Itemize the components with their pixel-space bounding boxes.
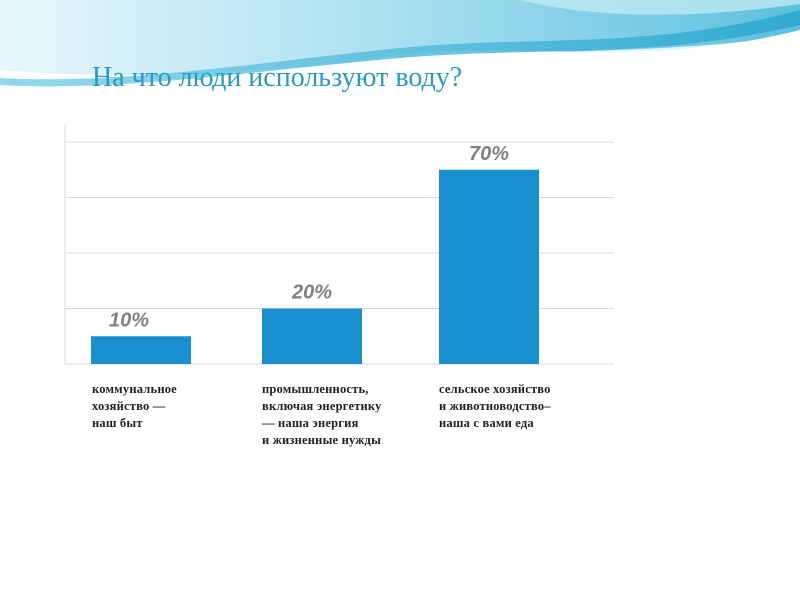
category-label-communal: коммунальное хозяйство — наш быт bbox=[92, 382, 177, 430]
data-label-2: 70% bbox=[469, 143, 509, 165]
category-label-industry: промышленность, включая энергетику — наш… bbox=[262, 382, 382, 447]
page-title: На что люди используют воду? bbox=[92, 62, 463, 93]
category-label-agriculture: сельское хозяйство и животноводство– наш… bbox=[439, 382, 551, 430]
chart-data-labels: 10% 20% 70% bbox=[109, 143, 509, 332]
data-label-0: 10% bbox=[109, 309, 149, 331]
chart-bars bbox=[91, 169, 539, 364]
bar-1 bbox=[262, 308, 362, 364]
data-label-1: 20% bbox=[291, 282, 332, 304]
bar-0 bbox=[91, 336, 191, 364]
bar-2 bbox=[439, 169, 539, 364]
decorative-wave-header bbox=[0, 0, 800, 92]
